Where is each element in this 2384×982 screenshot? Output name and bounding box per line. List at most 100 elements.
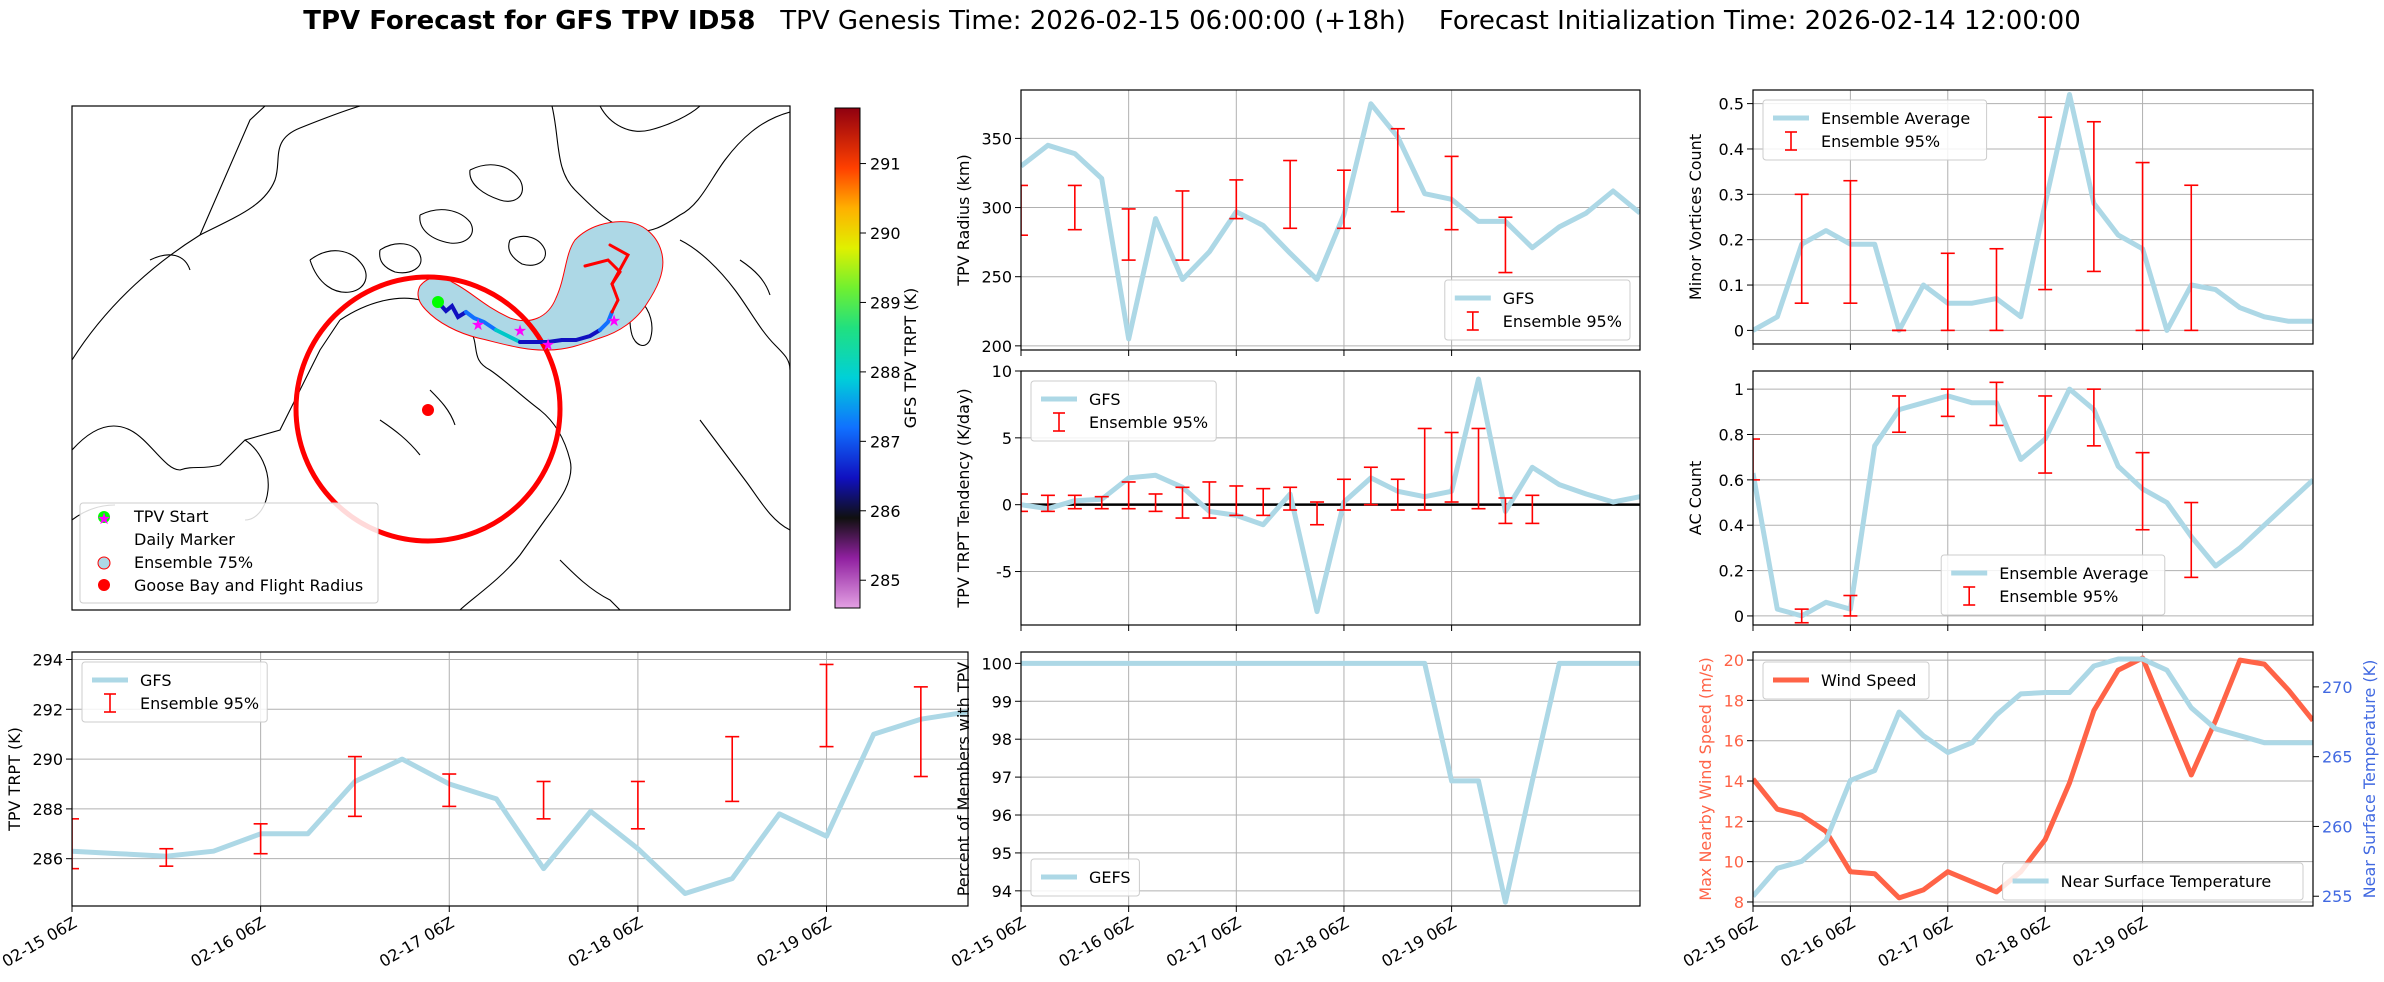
minor-vortices-panel: 0 0.1 0.2 0.3 0.4 0.5 Minor Vortices Count Ense… [1686,89,2314,350]
minor-errorbar [1989,247,2004,332]
tendency-errorbar [1390,478,1405,511]
members-ytick-label: 94 [992,882,1012,901]
radius-errorbar [1498,216,1513,274]
ac-errorbar [2184,501,2199,579]
radius-legend-label: Ensemble 95% [1503,312,1622,331]
trpt-ytick-label: 290 [32,750,63,769]
colorbar-tick-label: 287 [870,432,901,451]
colorbar-tick-label: 289 [870,293,901,312]
members-xtick-label: 02-16 06Z [1055,913,1136,971]
figure-title-init: Forecast Initialization Time: 2026-02-14… [1438,6,2081,36]
wind-ytick-label: 12 [1724,812,1744,831]
colorbar: 291 290 289 288 287 286 285 GFS TPV TRPT (K) [834,107,920,609]
colorbar-ticks: 291 290 289 288 287 286 285 [860,155,901,590]
minor-ytick-label: 0 [1734,321,1744,340]
radius-errorbar [1229,179,1244,220]
minor-errorbar [2086,120,2101,273]
tendency-legend-label: Ensemble 95% [1089,413,1208,432]
tendency-ylabel: TPV TRPT Tendency (K/day) [954,388,973,608]
radius-errorbar [1336,169,1351,230]
goose-bay-marker [422,404,434,416]
members-xtick-label: 02-18 06Z [1271,913,1352,971]
tendency-errorbar [1040,494,1055,513]
radius-errorbar [1121,208,1136,261]
trpt-errorbar [819,663,834,748]
colorbar-tick-label: 288 [870,363,901,382]
members-ytick-label: 96 [992,806,1012,825]
legend-tpv-start-icon [98,511,110,523]
members-ytick-label: 99 [992,692,1012,711]
wind-ytick-label: 20 [1724,651,1744,670]
wind-xtick-label: 02-16 06Z [1777,913,1858,971]
ac-legend-box [1940,554,2166,616]
tendency-errorbar [1202,481,1217,519]
wind-ytick2-label: 260 [2322,817,2353,836]
trpt-ytick-label: 294 [32,650,63,669]
minor-ytick-label: 0.1 [1719,276,1744,295]
minor-errorbar [1940,252,1955,332]
wind-series-line [1753,655,2313,901]
ac-errorbar [1794,608,1809,624]
radius-errorbar [1021,184,1028,237]
trpt-errorbar [253,823,268,855]
wind-ytick2-label: 265 [2322,748,2353,767]
members-xtick-label: 02-19 06Z [1378,913,1459,971]
tendency-errorbar [1283,486,1298,511]
members-legend-label: GEFS [1089,868,1131,887]
daily-marker-star: ★ [471,315,485,334]
minor-series-line [1753,92,2313,333]
colorbar-tick-label: 285 [870,571,901,590]
trpt-ytick-label: 288 [32,800,63,819]
ac-ytick-label: 0.4 [1719,516,1744,535]
legend-ensemble-label: Ensemble 75% [134,553,253,572]
ac-legend-label: Ensemble 95% [1999,587,2118,606]
trpt-ytick-label: 292 [32,700,63,719]
ensemble-75-region [417,221,664,351]
tpv-start-marker [432,296,444,308]
daily-markers: ★ ★ ★ ★ [471,311,621,354]
radius-ytick-label: 300 [981,199,1012,218]
tendency-errorbar [1094,495,1109,510]
members-xtick-label: 02-15 06Z [948,913,1029,971]
ac-errorbar [1940,388,1955,418]
trpt-legend-errorbar-icon [104,693,116,713]
radius-legend-errorbar-icon [1466,311,1479,331]
trpt-xtick-label: 02-18 06Z [565,913,646,971]
trpt-ytick-label: 286 [32,850,63,869]
trpt-errorbar [630,780,645,830]
tendency-errorbar [1121,481,1136,510]
wind-ytick-label: 16 [1724,732,1744,751]
minor-ytick-label: 0.4 [1719,140,1744,159]
tendency-errorbar [1310,501,1325,526]
tendency-panel: -5 0 5 10 TPV TRPT Tendency (K/day) GFS Ensemb… [954,362,1641,631]
members-ytick-label: 97 [992,768,1012,787]
legend-daily-marker-icon: ★ [97,509,111,528]
wind-axes-frame [1752,651,2314,907]
map-panel: ★ ★ ★ ★ ★ TPV Start Daily Marker Ensembl… [71,105,791,611]
daily-marker-star: ★ [513,321,527,340]
temp-legend-box [2002,862,2304,901]
trpt-legend-label: Ensemble 95% [140,694,259,713]
minor-errorbar [1843,179,1858,304]
tendency-errorbar [1525,494,1540,525]
legend-goose-bay-label: Goose Bay and Flight Radius [134,576,363,595]
trpt-xtick-label: 02-19 06Z [753,913,834,971]
minor-ylabel: Minor Vortices Count [1686,134,1705,300]
wind-ytick-label: 10 [1724,853,1744,872]
tendency-errorbar [1363,466,1378,506]
minor-ytick-label: 0.5 [1719,95,1744,114]
tendency-ytick-label: 5 [1002,429,1012,448]
ac-ytick-label: 1 [1734,380,1744,399]
legend-tpv-start-label: TPV Start [133,507,209,526]
radius-panel: 200 250 300 350 TPV Radius (km) GFS Ensemble 9… [954,89,1641,356]
tendency-errorbar [1148,493,1163,513]
radius-axes-frame [1020,89,1641,351]
daily-marker-star: ★ [607,311,621,330]
members-legend-box [1030,858,1140,897]
ac-errorbar [2038,395,2053,474]
radius-ytick-label: 250 [981,268,1012,287]
trpt-xtick-label: 02-15 06Z [0,913,80,971]
wind-xtick-label: 02-18 06Z [1972,913,2053,971]
trpt-panel: 286 288 290 292 294 02-15 06Z 02-16 06Z 02-17 0… [0,650,969,971]
